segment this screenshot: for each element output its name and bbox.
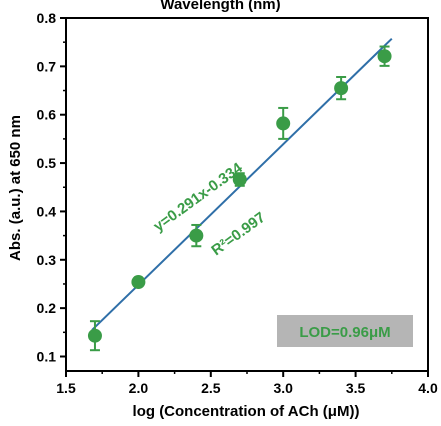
y-tick-label: 0.2 (37, 300, 57, 316)
y-tick-label: 0.7 (37, 58, 57, 74)
y-tick-label: 0.5 (37, 155, 57, 171)
data-points-layer (87, 45, 392, 352)
x-tick-label: 1.5 (56, 380, 76, 396)
x-tick-label: 3.0 (273, 380, 293, 396)
x-tick-label: 3.5 (346, 380, 366, 396)
r-squared-label: R²=0.997 (208, 209, 268, 259)
y-axis-label: Abs. (a.u.) at 650 nm (7, 115, 24, 261)
axis-ticks: 1.5 2.0 2.5 3.0 3.5 4.0 0.1 0.2 0.3 0.4 0.5 0.6 0.7 0… (37, 10, 438, 396)
x-tick-label: 2.5 (201, 380, 221, 396)
x-tick-label: 2.0 (129, 380, 149, 396)
x-axis-label: log (Concentration of ACh (μM)) (133, 403, 360, 420)
lod-label: LOD=0.96μM (299, 324, 390, 341)
y-tick-label: 0.1 (37, 348, 57, 364)
data-point (189, 228, 204, 243)
chart-title: Wavelength (nm) (160, 0, 281, 13)
y-tick-label: 0.3 (37, 252, 57, 268)
lod-box (277, 315, 413, 347)
x-tick-label: 4.0 (418, 380, 438, 396)
y-tick-label: 0.4 (37, 203, 57, 219)
data-point (377, 49, 392, 64)
equation-label: y=0.291x-0.334 (150, 159, 246, 235)
data-point (334, 81, 349, 96)
data-point (131, 275, 146, 290)
y-tick-label: 0.6 (37, 107, 57, 123)
data-point (87, 328, 102, 343)
data-point (232, 172, 247, 187)
y-tick-label: 0.8 (37, 10, 57, 26)
data-point (276, 116, 291, 131)
